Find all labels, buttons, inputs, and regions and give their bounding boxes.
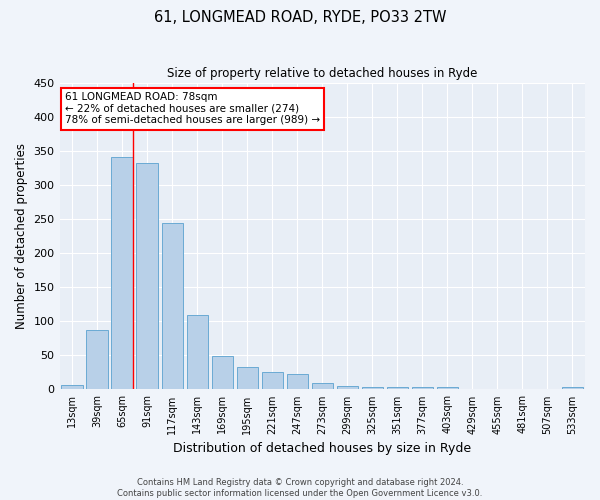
Text: 61 LONGMEAD ROAD: 78sqm
← 22% of detached houses are smaller (274)
78% of semi-d: 61 LONGMEAD ROAD: 78sqm ← 22% of detache… <box>65 92 320 126</box>
Bar <box>236 367 258 390</box>
Bar <box>437 388 458 390</box>
Bar <box>487 388 508 390</box>
Bar <box>86 330 108 390</box>
Bar <box>412 388 433 390</box>
Bar <box>187 314 208 390</box>
Bar <box>562 388 583 390</box>
Bar <box>61 386 83 390</box>
Bar <box>362 386 383 390</box>
Text: Contains HM Land Registry data © Crown copyright and database right 2024.
Contai: Contains HM Land Registry data © Crown c… <box>118 478 482 498</box>
Bar <box>136 162 158 390</box>
Bar <box>387 386 408 390</box>
Bar <box>112 158 133 390</box>
Bar <box>161 222 183 390</box>
X-axis label: Distribution of detached houses by size in Ryde: Distribution of detached houses by size … <box>173 442 472 455</box>
Bar <box>311 382 333 390</box>
Y-axis label: Number of detached properties: Number of detached properties <box>15 143 28 329</box>
Bar <box>287 374 308 390</box>
Bar <box>262 372 283 390</box>
Text: 61, LONGMEAD ROAD, RYDE, PO33 2TW: 61, LONGMEAD ROAD, RYDE, PO33 2TW <box>154 10 446 25</box>
Bar <box>212 356 233 390</box>
Bar <box>337 386 358 390</box>
Title: Size of property relative to detached houses in Ryde: Size of property relative to detached ho… <box>167 68 478 80</box>
